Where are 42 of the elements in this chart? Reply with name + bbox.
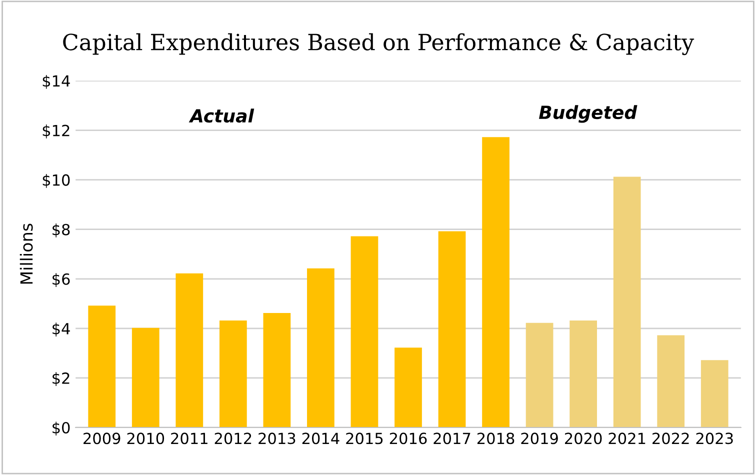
bar [394, 348, 422, 428]
bar [219, 320, 247, 428]
x-tick-label: 2015 [346, 432, 383, 444]
bar [526, 322, 554, 428]
y-axis-title: Millions [20, 224, 33, 284]
y-tick-label: $6 [52, 273, 70, 287]
x-tick-label: 2012 [214, 432, 252, 444]
y-tick-label: $8 [52, 224, 70, 238]
x-tick-label: 2014 [302, 432, 340, 444]
y-tick-label: $4 [52, 322, 70, 336]
bar [132, 328, 160, 428]
bar [176, 273, 204, 428]
annotation: Budgeted [538, 105, 638, 123]
bar [482, 137, 510, 428]
chart-title: Capital Expenditures Based on Performance & Capacity [63, 33, 694, 56]
y-tick-label: $10 [42, 174, 70, 188]
bar [307, 268, 334, 428]
bar [657, 335, 685, 428]
bar [263, 313, 291, 428]
bar [700, 360, 728, 428]
y-tick-label: $0 [52, 422, 70, 436]
y-tick-label: $14 [42, 74, 70, 89]
x-tick-label: 2018 [477, 432, 514, 444]
y-tick-label: $2 [52, 372, 70, 386]
bar [438, 231, 466, 428]
x-tick-label: 2021 [608, 432, 646, 444]
y-tick-label: $12 [42, 124, 70, 138]
x-tick-label: 2017 [434, 432, 470, 444]
bar [350, 236, 378, 428]
bar [88, 306, 116, 428]
x-tick-label: 2020 [564, 432, 602, 444]
bar [570, 320, 597, 428]
x-tick-label: 2010 [127, 432, 164, 444]
x-tick-label: 2013 [258, 432, 296, 444]
x-tick-label: 2016 [390, 432, 427, 444]
x-tick-label: 2019 [521, 432, 558, 444]
x-tick-label: 2011 [171, 432, 208, 444]
annotation: Actual [188, 108, 254, 123]
bar [613, 176, 641, 428]
x-tick-label: 2022 [652, 432, 689, 444]
x-tick-label: 2009 [84, 432, 120, 444]
x-tick-label: 2023 [696, 432, 733, 444]
